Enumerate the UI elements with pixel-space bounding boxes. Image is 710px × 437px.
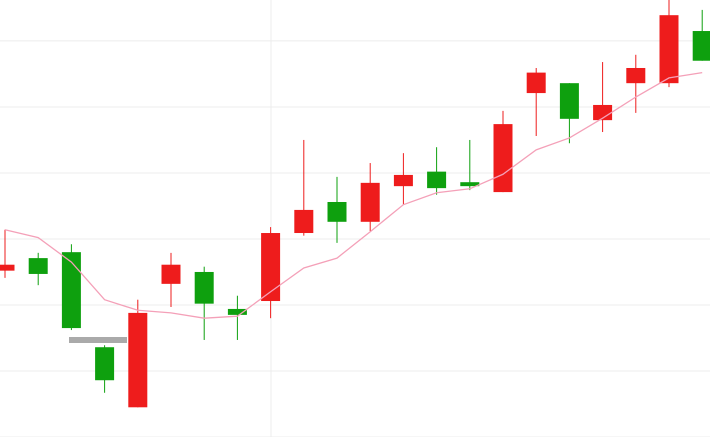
gap-marker: [69, 337, 127, 343]
candle-body: [659, 15, 679, 84]
candle-body: [427, 171, 447, 189]
candle-body: [161, 264, 181, 284]
candle-body: [360, 182, 380, 222]
candle-body: [327, 201, 347, 222]
candle-body: [194, 271, 214, 304]
candle-body: [61, 252, 81, 329]
candle-body: [95, 347, 115, 381]
candle-body: [493, 124, 513, 193]
candle-body: [0, 264, 15, 271]
candle-body: [28, 258, 48, 274]
candle-body: [593, 104, 613, 121]
candle-body: [393, 174, 413, 187]
candle-body: [294, 209, 314, 234]
candle-body: [128, 312, 148, 408]
candle-body: [559, 83, 579, 119]
candle-body: [261, 233, 281, 302]
moving-average-line: [4, 71, 703, 319]
candle-body: [626, 67, 646, 84]
candle-body: [526, 72, 546, 94]
candle-body: [227, 308, 247, 315]
candle-body: [460, 182, 480, 187]
candle-body: [692, 31, 710, 61]
